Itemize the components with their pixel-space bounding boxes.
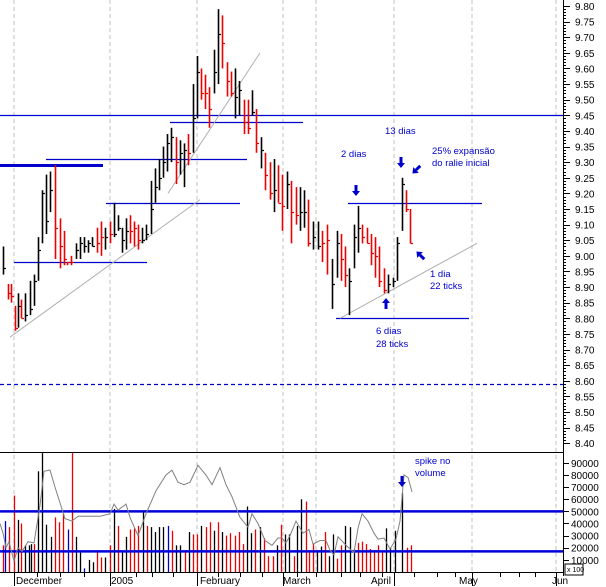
trendline (9, 199, 201, 338)
price-label: 9.20 (575, 189, 595, 200)
price-label: 8.45 (575, 424, 595, 435)
price-label: 9.50 (575, 96, 595, 107)
annotation-spike-line1: spike no (415, 456, 450, 467)
price-label: 8.55 (575, 392, 595, 403)
price-label: 8.50 (575, 408, 595, 419)
volume-label: 70000 (571, 483, 599, 494)
price-label: 9.40 (575, 127, 595, 138)
x-label-2005: 2005 (111, 576, 134, 587)
annotation-2-dias: 2 dias (341, 149, 367, 160)
arrow-icon (416, 251, 426, 261)
x-label-april: April (371, 576, 391, 587)
arrow-icon (352, 185, 360, 196)
price-label: 8.65 (575, 361, 595, 372)
price-label: 8.75 (575, 330, 595, 341)
annotation-expansao-line2: do ralie inicial (432, 158, 490, 169)
trendline (339, 242, 478, 319)
volume-label: 20000 (571, 544, 599, 555)
volume-multiplier-label: x 100 (567, 567, 584, 574)
annotation-spike-line2: volume (415, 468, 446, 479)
volume-average-polyline (0, 464, 413, 563)
price-label: 9.75 (575, 18, 595, 29)
volume-label: 60000 (571, 495, 599, 506)
trendline (167, 52, 261, 194)
annotation-1-dia: 1 dia (430, 269, 451, 280)
price-label: 8.90 (575, 283, 595, 294)
arrow-icon (382, 298, 390, 309)
price-label: 9.30 (575, 158, 595, 169)
price-label: 8.70 (575, 346, 595, 357)
price-label: 9.15 (575, 205, 595, 216)
volume-label: 80000 (571, 471, 599, 482)
arrow-icon (398, 476, 406, 487)
annotation-13-dias: 13 dias (385, 126, 416, 137)
price-label: 9.05 (575, 236, 595, 247)
price-label: 9.80 (575, 2, 595, 13)
price-label: 9.60 (575, 64, 595, 75)
x-label-jun: Jun (552, 576, 568, 587)
volume-label: 90000 (571, 459, 599, 470)
price-label: 8.80 (575, 314, 595, 325)
volume-label: 10000 (571, 556, 599, 567)
price-label: 9.10 (575, 221, 595, 232)
price-label: 9.65 (575, 49, 595, 60)
price-label: 9.35 (575, 143, 595, 154)
price-label: 9.25 (575, 174, 595, 185)
price-label: 9.55 (575, 80, 595, 91)
horizontal-level-lines (0, 114, 563, 386)
price-label: 8.85 (575, 299, 595, 310)
x-label-march: March (283, 576, 311, 587)
annotation-6-dias: 6 dias (376, 326, 402, 337)
price-label: 9.00 (575, 252, 595, 263)
arrow-icon (397, 157, 405, 168)
x-label-december: December (16, 576, 63, 587)
price-label: 8.60 (575, 377, 595, 388)
arrow-icon (412, 164, 422, 174)
trendlines (9, 52, 478, 338)
volume-label: 30000 (571, 532, 599, 543)
x-label-february: February (200, 576, 240, 587)
price-label: 8.95 (575, 267, 595, 278)
volume-average-line (0, 464, 413, 563)
x-label-may: May (459, 576, 478, 587)
volume-label: 50000 (571, 507, 599, 518)
vertical-grid-lines (13, 0, 557, 572)
volume-multiplier-box (564, 563, 584, 576)
price-bars (2, 9, 413, 331)
annotation-arrows (352, 157, 426, 487)
axes (0, 0, 570, 586)
volume-label: 40000 (571, 519, 599, 530)
price-axis-labels: 9.80 9.75 9.70 9.65 9.60 9.55 9.50 9.45 9.40 9.35… (575, 2, 595, 450)
annotation-22-ticks: 22 ticks (430, 281, 462, 292)
annotation-28-ticks: 28 ticks (376, 339, 408, 350)
price-label: 9.45 (575, 111, 595, 122)
price-label: 9.70 (575, 33, 595, 44)
annotation-expansao-line1: 25% expansão (432, 146, 495, 157)
volume-bars (0, 452, 563, 572)
price-label: 8.40 (575, 439, 595, 450)
